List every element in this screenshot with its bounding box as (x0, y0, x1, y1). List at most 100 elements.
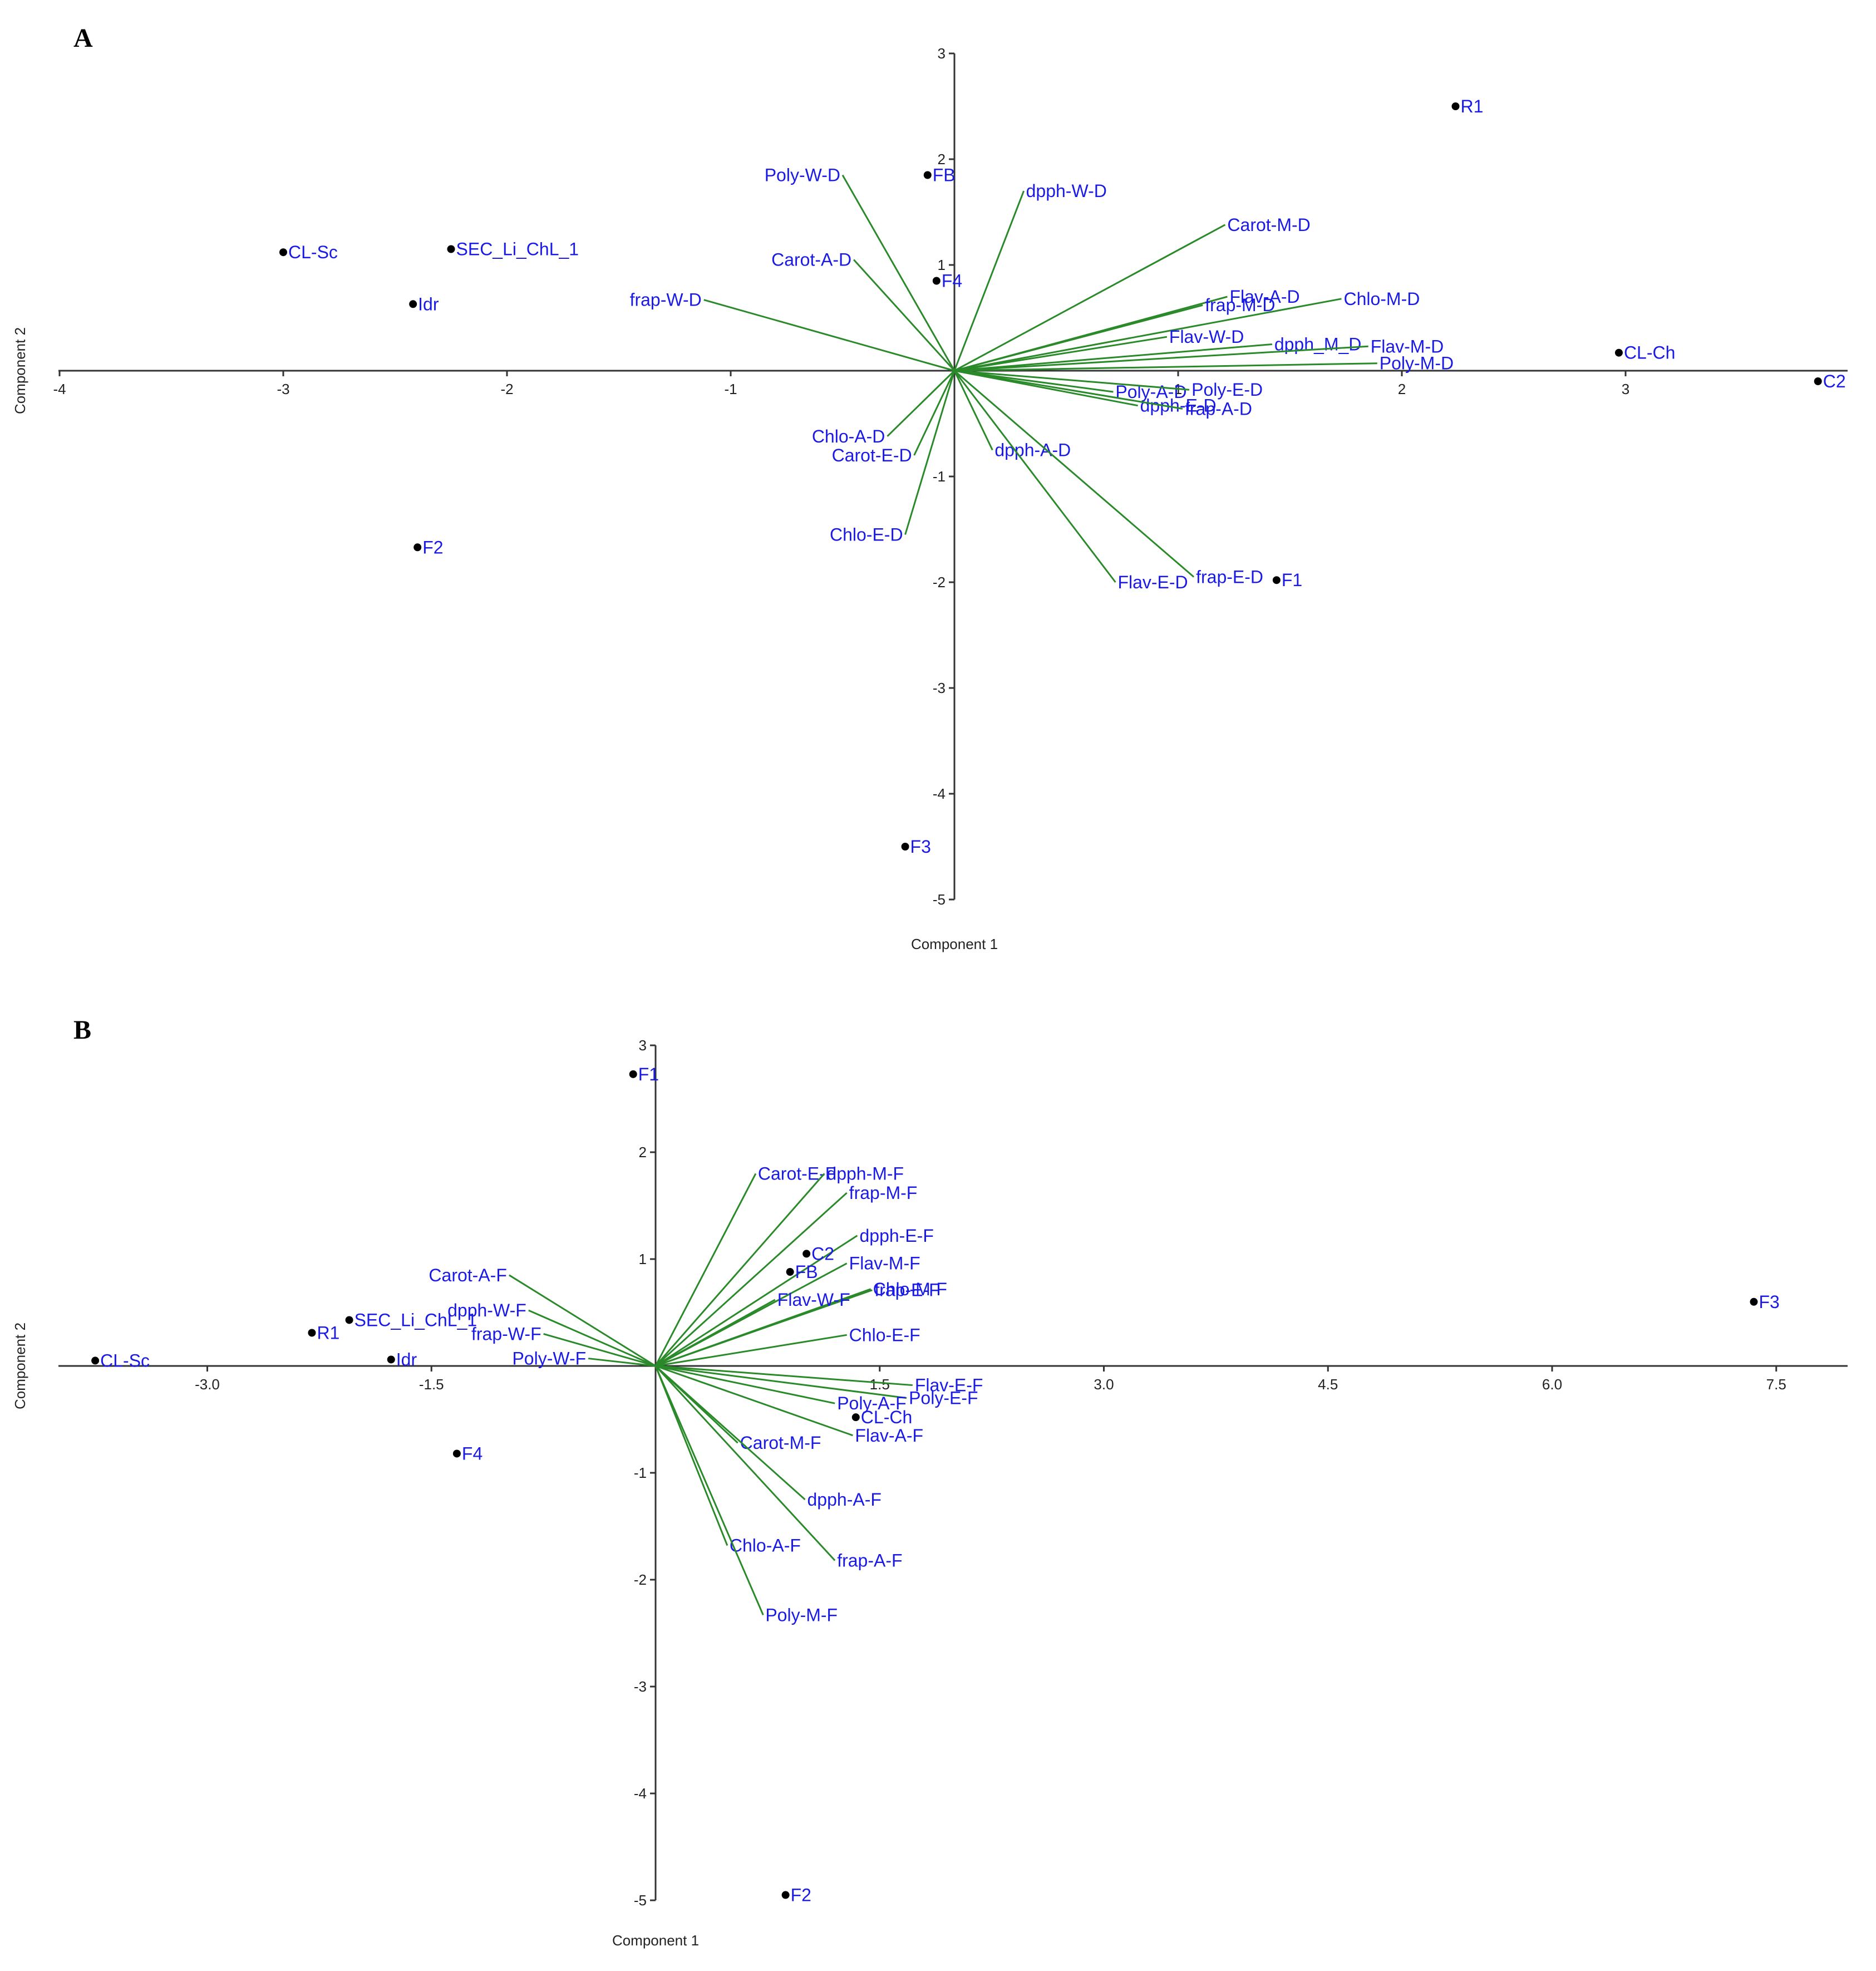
loading-vector-carot-m-d (954, 224, 1226, 372)
loading-vector-carot-a-d (853, 259, 956, 372)
loading-vector-frap-e-f (655, 1289, 873, 1367)
x-tick-label: -1.5 (419, 1376, 444, 1393)
loading-label-frap-a-d: frap-A-D (1185, 399, 1252, 419)
score-point-idr (409, 300, 417, 308)
loading-vector-chlo-e-f (655, 1334, 847, 1367)
loading-vector-poly-a-f (655, 1365, 835, 1404)
loading-vector-dpph-m-d (954, 343, 1272, 372)
score-label-f4: F4 (462, 1443, 482, 1463)
loading-label-frap-m-d: frap-M-D (1205, 295, 1275, 315)
loading-vector-frap-m-f (654, 1192, 848, 1367)
panel-letter-a: A (73, 23, 93, 53)
loading-vector-dpph-a-f (655, 1365, 806, 1501)
x-tick-label: -3.0 (195, 1376, 220, 1393)
score-label-f1: F1 (638, 1064, 659, 1084)
score-label-f4: F4 (942, 271, 962, 291)
loading-label-frap-w-d: frap-W-D (630, 290, 702, 310)
x-tick-label: 1.5 (870, 1376, 890, 1393)
loading-vector-carot-a-f (509, 1274, 656, 1367)
loading-vector-frap-w-f (543, 1333, 656, 1367)
y-tick-label: -4 (933, 785, 946, 802)
loading-vector-poly-m-d (954, 362, 1377, 372)
loading-label-dpph-a-f: dpph-A-F (807, 1490, 882, 1510)
y-axis-title-a: Component 2 (12, 327, 28, 414)
loading-label-frap-e-d: frap-E-D (1196, 567, 1263, 587)
loading-vector-flav-m-d (954, 345, 1368, 372)
score-label-fb: FB (795, 1262, 818, 1282)
y-tick-label: -2 (634, 1571, 647, 1588)
loading-vector-frap-a-d (954, 370, 1183, 410)
loading-vector-carot-e-f (654, 1173, 757, 1367)
score-point-f2 (781, 1891, 790, 1899)
y-tick-label: -5 (933, 891, 946, 908)
score-point-f1 (1272, 576, 1281, 584)
loading-label-chlo-m-d: Chlo-M-D (1343, 289, 1420, 309)
loading-label-poly-w-d: Poly-W-D (765, 165, 840, 185)
score-point-f3 (901, 843, 909, 851)
loading-vector-flav-w-d (954, 336, 1168, 372)
loading-label-flav-m-d: Flav-M-D (1371, 336, 1444, 356)
loading-vector-dpph-w-f (528, 1309, 656, 1367)
loading-label-flav-e-f: Flav-E-F (915, 1375, 983, 1395)
x-axis-title-b: Component 1 (612, 1932, 699, 1949)
x-tick-label: 3.0 (1094, 1376, 1114, 1393)
score-point-cl-sc (279, 248, 287, 257)
loading-label-chlo-e-f: Chlo-E-F (849, 1325, 920, 1345)
score-label-f2: F2 (422, 537, 443, 557)
loading-vector-dpph-a-d (953, 370, 993, 451)
score-point-c2 (802, 1250, 811, 1258)
y-tick-label: -5 (634, 1892, 647, 1909)
y-tick-label: -1 (933, 468, 946, 485)
score-point-idr (387, 1355, 395, 1364)
score-point-f1 (629, 1070, 637, 1078)
score-label-f1: F1 (1282, 570, 1302, 590)
loading-label-frap-e-f: frap-E-F (874, 1280, 939, 1300)
loading-vector-flav-a-f (655, 1365, 853, 1437)
loading-label-dpph-w-f: dpph-W-F (447, 1300, 526, 1320)
score-point-cl-sc (91, 1356, 100, 1365)
score-point-cl-ch (851, 1413, 860, 1422)
loading-vector-frap-m-d (954, 304, 1203, 372)
biplot-panel-b: -3.0 -1.5 1.5 3.0 4.5 6.0 7.5 3 2 1 -1 -2 -3 -4 -5 Comp… (12, 1037, 1848, 1949)
score-label-cl-sc: CL-Sc (288, 242, 338, 262)
loading-label-frap-w-f: frap-W-F (471, 1324, 541, 1344)
y-tick-label: 1 (938, 257, 946, 273)
loading-label-dpph-e-d: dpph-E-D (1140, 396, 1217, 416)
score-label-f3: F3 (910, 837, 931, 857)
loading-label-chlo-e-d: Chlo-E-D (830, 525, 903, 545)
panel-letter-b: B (73, 1015, 91, 1045)
loading-label-chlo-a-f: Chlo-A-F (730, 1536, 801, 1556)
y-tick-label: -3 (634, 1678, 647, 1695)
score-label-r1: R1 (1460, 96, 1483, 116)
loading-label-poly-e-f: Poly-E-F (909, 1388, 978, 1408)
y-tick-label: 3 (938, 45, 946, 62)
x-tick-label: -1 (724, 381, 737, 397)
loading-label-carot-a-f: Carot-A-F (429, 1265, 506, 1285)
loading-vector-dpph-e-f (655, 1235, 858, 1367)
loading-label-carot-m-d: Carot-M-D (1227, 215, 1310, 235)
score-label-sec-li-chl-1: SEC_Li_ChL_1 (354, 1310, 477, 1330)
score-label-f3: F3 (1759, 1292, 1779, 1312)
x-tick-label: 3 (1622, 381, 1629, 397)
x-tick-label: 4.5 (1318, 1376, 1338, 1393)
score-point-sec-li-chl-1 (345, 1316, 353, 1324)
loading-vector-flav-e-d (953, 370, 1116, 583)
loading-label-poly-m-f: Poly-M-F (765, 1605, 838, 1625)
loading-vector-frap-a-f (654, 1365, 836, 1561)
loading-vector-poly-a-d (954, 370, 1114, 393)
loading-vector-poly-w-f (588, 1358, 656, 1367)
loading-label-flav-w-f: Flav-W-F (777, 1290, 850, 1310)
x-tick-label: 7.5 (1766, 1376, 1786, 1393)
score-point-r1 (308, 1329, 316, 1337)
score-point-f3 (1750, 1297, 1758, 1306)
loading-label-flav-a-f: Flav-A-F (855, 1426, 923, 1446)
loading-label-poly-m-d: Poly-M-D (1380, 353, 1454, 373)
y-tick-label: -1 (634, 1464, 647, 1481)
loading-label-flav-m-f: Flav-M-F (849, 1254, 920, 1274)
loading-label-dpph-e-f: dpph-E-F (859, 1226, 933, 1246)
score-label-c2: C2 (1823, 371, 1846, 391)
loading-vector-dpph-m-f (654, 1173, 825, 1367)
y-tick-label: 1 (639, 1251, 647, 1267)
